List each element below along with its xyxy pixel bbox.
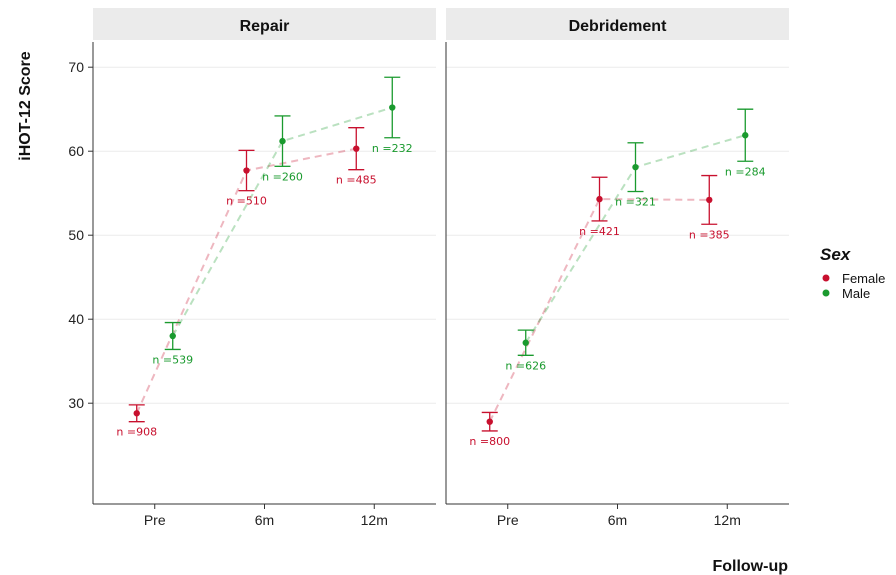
n-label: n =626 <box>505 359 546 372</box>
data-point-male <box>279 137 286 145</box>
n-label: n =510 <box>226 195 267 208</box>
data-point-female <box>706 196 713 204</box>
x-tick-label: Pre <box>144 512 166 528</box>
legend-label-male: Male <box>842 286 870 301</box>
data-point-male <box>632 163 639 171</box>
data-point-female <box>486 418 493 425</box>
legend-title: Sex <box>820 245 852 264</box>
legend: Sex Female Male <box>820 245 885 301</box>
panel-title: Repair <box>240 18 290 35</box>
data-point-female <box>353 145 360 152</box>
n-label: n =539 <box>152 353 193 366</box>
n-label: n =232 <box>372 142 413 155</box>
data-point-male <box>389 104 396 111</box>
series-line-male <box>171 106 393 337</box>
n-label: n =260 <box>262 170 303 183</box>
n-label: n =908 <box>116 426 157 439</box>
data-point-female <box>596 195 603 203</box>
panel-title: Debridement <box>569 18 667 35</box>
y-tick-label: 50 <box>68 227 84 243</box>
n-label: n =421 <box>579 225 620 238</box>
x-tick-label: Pre <box>497 512 519 528</box>
data-point-male <box>742 132 749 139</box>
y-tick-label: 30 <box>68 395 84 411</box>
y-tick-label: 70 <box>68 59 84 75</box>
n-label: n =321 <box>615 196 656 209</box>
x-tick-label: 6m <box>255 512 274 528</box>
data-point-male <box>169 332 176 340</box>
x-tick-label: 12m <box>361 512 388 528</box>
y-tick-label: 40 <box>68 311 84 327</box>
x-tick-label: 6m <box>608 512 627 528</box>
panel-repair: Repair Pre 6m 12m n =908 n =510 n =485 n =539 n … <box>92 8 436 528</box>
panels-layer: 30 40 50 60 70 Repair Pre 6m 12m n =908 n =510 n =4… <box>68 8 789 528</box>
data-point-female <box>243 167 250 174</box>
data-point-female <box>133 410 140 417</box>
panel-strip <box>446 8 789 40</box>
x-tick-label: 12m <box>714 512 741 528</box>
legend-swatch-male <box>822 289 830 297</box>
n-label: n =385 <box>689 228 730 241</box>
legend-swatch-female <box>822 274 830 282</box>
y-axis-title: iHOT-12 Score <box>17 51 34 160</box>
panel-debridement: Debridement Pre 6m 12m n =800 n =421 n =385 n =… <box>445 8 789 528</box>
legend-label-female: Female <box>842 271 885 286</box>
y-tick-label: 60 <box>68 143 84 159</box>
n-label: n =485 <box>336 174 377 187</box>
n-label: n =800 <box>469 435 510 448</box>
data-point-male <box>522 339 529 346</box>
x-axis-title: Follow-up <box>712 558 788 575</box>
panel-strip <box>93 8 436 40</box>
n-label: n =284 <box>725 165 766 178</box>
